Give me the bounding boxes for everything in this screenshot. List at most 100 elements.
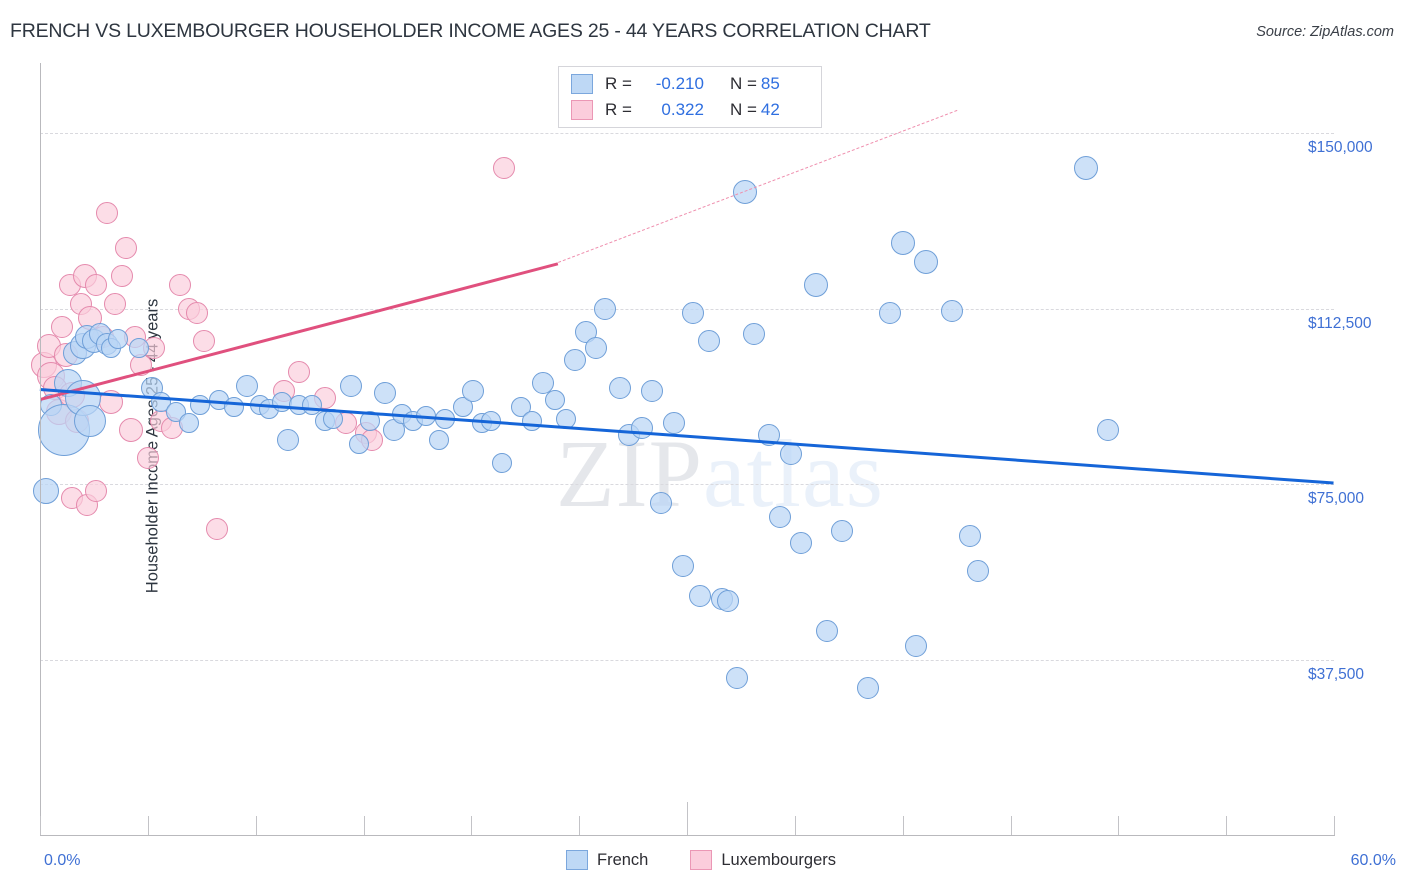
data-point-french[interactable]	[33, 478, 60, 505]
y-axis-tick-label: $112,500	[1308, 314, 1372, 332]
data-point-french[interactable]	[914, 249, 939, 274]
data-point-french[interactable]	[663, 412, 686, 435]
y-axis-tick-label: $37,500	[1308, 665, 1365, 683]
data-point-french[interactable]	[452, 396, 473, 417]
data-point-french[interactable]	[491, 453, 512, 474]
data-point-french[interactable]	[428, 429, 449, 450]
page-title: FRENCH VS LUXEMBOURGER HOUSEHOLDER INCOM…	[10, 20, 931, 42]
source-attribution: Source: ZipAtlas.com	[1256, 24, 1394, 40]
data-point-french[interactable]	[349, 434, 370, 455]
legend-label-luxembourgers: Luxembourgers	[721, 850, 837, 869]
data-point-french[interactable]	[73, 404, 106, 437]
data-point-french[interactable]	[545, 389, 566, 410]
data-point-french[interactable]	[671, 554, 694, 577]
data-point-french[interactable]	[323, 408, 344, 429]
data-point-lux[interactable]	[186, 302, 209, 325]
data-point-french[interactable]	[374, 381, 397, 404]
data-point-french[interactable]	[904, 634, 927, 657]
stats-n-value-french: 85	[760, 74, 780, 93]
trendline	[39, 388, 1334, 485]
data-point-french[interactable]	[941, 299, 964, 322]
data-point-french[interactable]	[857, 676, 880, 699]
stats-r-label-french: R =	[605, 74, 632, 93]
data-point-french[interactable]	[878, 302, 901, 325]
data-point-french[interactable]	[189, 394, 210, 415]
legend-swatch-luxembourgers	[690, 850, 713, 870]
legend-item-luxembourgers[interactable]: Luxembourgers	[690, 850, 836, 870]
data-point-french[interactable]	[682, 302, 705, 325]
data-point-lux[interactable]	[192, 330, 215, 353]
data-point-lux[interactable]	[287, 360, 310, 383]
data-point-french[interactable]	[178, 413, 199, 434]
y-axis-line	[40, 63, 41, 835]
legend-swatch-french	[566, 850, 588, 870]
data-point-french[interactable]	[733, 179, 758, 204]
data-point-french[interactable]	[831, 519, 854, 542]
data-point-french[interactable]	[480, 410, 501, 431]
x-axis-line	[40, 835, 1335, 836]
data-point-french[interactable]	[742, 323, 765, 346]
data-point-french[interactable]	[277, 428, 300, 451]
data-point-french[interactable]	[790, 531, 813, 554]
data-point-french[interactable]	[107, 329, 128, 350]
data-point-french[interactable]	[650, 491, 673, 514]
data-point-french[interactable]	[688, 585, 711, 608]
data-point-french[interactable]	[585, 337, 608, 360]
data-point-lux[interactable]	[205, 517, 228, 540]
data-point-lux[interactable]	[50, 316, 73, 339]
data-point-lux[interactable]	[136, 447, 159, 470]
series-legend: French Luxembourgers	[566, 850, 836, 870]
data-point-lux[interactable]	[169, 274, 192, 297]
stats-n-label-french: N =	[729, 74, 757, 93]
legend-label-french: French	[597, 850, 649, 869]
data-point-french[interactable]	[339, 374, 362, 397]
data-point-french[interactable]	[521, 410, 542, 431]
data-point-lux[interactable]	[95, 201, 118, 224]
data-point-french[interactable]	[129, 338, 150, 359]
data-point-french[interactable]	[1096, 419, 1119, 442]
data-point-french[interactable]	[462, 379, 485, 402]
gridline	[40, 484, 1334, 486]
data-point-lux[interactable]	[104, 292, 127, 315]
data-point-french[interactable]	[816, 620, 839, 643]
y-axis-tick-label: $75,000	[1308, 490, 1365, 508]
data-point-french[interactable]	[890, 231, 915, 256]
data-point-french[interactable]	[594, 297, 617, 320]
legend-item-french[interactable]: French	[566, 850, 648, 870]
data-point-french[interactable]	[609, 377, 632, 400]
y-axis-tick-label: $150,000	[1308, 139, 1373, 157]
data-point-french[interactable]	[1073, 156, 1098, 181]
data-point-french[interactable]	[804, 273, 829, 298]
data-point-lux[interactable]	[85, 274, 108, 297]
data-point-french[interactable]	[531, 372, 554, 395]
data-point-french[interactable]	[556, 408, 577, 429]
data-point-lux[interactable]	[492, 157, 515, 180]
data-point-french[interactable]	[435, 408, 456, 429]
gridline	[40, 133, 1334, 135]
data-point-french[interactable]	[725, 667, 748, 690]
data-point-french[interactable]	[697, 330, 720, 353]
x-axis-tick	[579, 816, 581, 835]
data-point-french[interactable]	[958, 524, 981, 547]
data-point-lux[interactable]	[118, 418, 143, 443]
data-point-lux[interactable]	[85, 480, 108, 503]
data-point-french[interactable]	[301, 394, 322, 415]
data-point-french[interactable]	[716, 590, 739, 613]
data-point-french[interactable]	[641, 379, 664, 402]
data-point-french[interactable]	[967, 559, 990, 582]
data-point-lux[interactable]	[110, 264, 133, 287]
data-point-french[interactable]	[768, 505, 791, 528]
data-point-french[interactable]	[630, 416, 653, 439]
data-point-lux[interactable]	[115, 236, 138, 259]
x-axis-tick	[1334, 816, 1335, 835]
data-point-french[interactable]	[236, 374, 259, 397]
data-point-french[interactable]	[224, 396, 245, 417]
data-point-french[interactable]	[757, 423, 780, 446]
data-point-french[interactable]	[779, 442, 802, 465]
stats-row-french: R = -0.210 N = 85	[571, 71, 780, 97]
data-point-lux[interactable]	[99, 390, 124, 415]
data-point-french[interactable]	[563, 349, 586, 372]
stats-n-label-luxembourgers: N =	[729, 100, 757, 119]
data-point-french[interactable]	[359, 410, 380, 431]
